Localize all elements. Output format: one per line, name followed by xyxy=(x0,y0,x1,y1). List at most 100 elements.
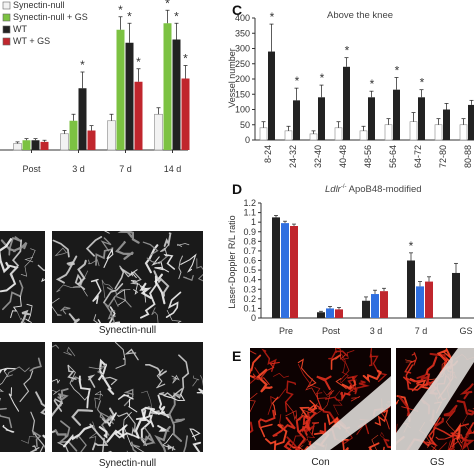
chart-b-star: * xyxy=(127,9,132,23)
chart-c-ytick-label: 350 xyxy=(235,28,250,38)
vessel-stroke xyxy=(71,316,76,323)
vessel-stroke xyxy=(107,309,116,320)
vessel-stroke xyxy=(286,436,300,450)
vessel-stroke xyxy=(272,416,296,438)
angiogram-con xyxy=(250,348,391,450)
chart-c-x-tick: 32-40 xyxy=(313,145,323,168)
chart-d-ytick-label: 0.9 xyxy=(243,227,256,237)
chart-c: Above the knee Vessel number 0 50 100 150 200 2… xyxy=(227,10,474,168)
vessel-stroke xyxy=(117,231,140,244)
chart-d-bar xyxy=(317,312,325,318)
chart-c-bar xyxy=(468,104,474,140)
chart-d-bar xyxy=(362,300,370,318)
chart-c-x-tick: 56-64 xyxy=(388,145,398,168)
vessel-stroke xyxy=(85,236,103,257)
chart-d-ytick-label: 0.5 xyxy=(243,265,256,275)
vessel-stroke xyxy=(52,389,61,395)
vessel-stroke xyxy=(123,411,132,447)
vessel-stroke xyxy=(103,248,114,268)
vessel-stroke xyxy=(139,282,152,299)
vessel-stroke xyxy=(114,267,132,290)
chart-c-bar xyxy=(334,127,343,141)
chart-d-ytick-label: 0.2 xyxy=(243,294,256,304)
vessel-stroke xyxy=(333,390,343,416)
chart-b-bar xyxy=(22,140,31,150)
vessel-stroke xyxy=(153,270,170,297)
chart-c-bar xyxy=(268,51,275,140)
vessel-stroke xyxy=(256,368,273,393)
chart-d-x-tick: GS xyxy=(459,326,472,336)
vessel-stroke xyxy=(189,428,201,441)
vessel-stroke xyxy=(42,434,45,439)
chart-c-bar xyxy=(443,109,450,140)
vessel-stroke xyxy=(196,258,203,282)
vessel-stroke xyxy=(54,429,67,438)
vessel-stroke xyxy=(62,424,94,448)
panel-d-letter: D xyxy=(232,181,243,197)
vessel-stroke xyxy=(52,378,60,384)
chart-c-x-tick: 80-88 xyxy=(463,145,473,168)
chart-c-ytick-label: 0 xyxy=(245,135,250,145)
vessel-stroke xyxy=(94,390,104,409)
vessel-stroke xyxy=(163,253,176,270)
vessel-stroke xyxy=(161,433,174,449)
chart-d-x-tick: Pre xyxy=(279,326,293,336)
vessel-stroke xyxy=(52,344,60,349)
chart-d-ytick-label: 1.2 xyxy=(243,198,256,208)
vessel-stroke xyxy=(19,370,34,403)
chart-c-ytick-label: 250 xyxy=(235,59,250,69)
vessel-stroke xyxy=(328,350,348,360)
chart-c-bar xyxy=(434,124,443,141)
vessel-stroke xyxy=(192,375,200,387)
chart-c-bar xyxy=(384,124,393,141)
chart-c-x-tick: 8-24 xyxy=(263,145,273,163)
chart-c-bar xyxy=(459,124,468,141)
chart-c-bar xyxy=(368,97,375,140)
chart-d-bar xyxy=(335,309,343,318)
vessel-stroke xyxy=(341,376,357,390)
vessel-stroke xyxy=(459,383,474,400)
chart-d-bar xyxy=(326,308,334,318)
legend-label: WT + GS xyxy=(13,36,50,46)
chart-c-x-tick: 72-80 xyxy=(438,145,448,168)
vessel-stroke xyxy=(250,354,262,379)
vessel-stroke xyxy=(29,445,40,452)
chart-b: Synectin-null Synectin-null + GS WT WT + GS… xyxy=(0,0,190,174)
vessel-stroke xyxy=(196,388,203,395)
vessel-stroke xyxy=(90,278,102,305)
vessel-stroke xyxy=(88,259,100,267)
chart-c-bar xyxy=(293,100,300,140)
chart-c-bar xyxy=(318,97,325,140)
vessel-stroke xyxy=(307,399,318,412)
chart-d-bar xyxy=(290,226,298,318)
vessel-stroke xyxy=(93,314,98,323)
chart-c-x-tick: 40-48 xyxy=(338,145,348,168)
vessel-stroke xyxy=(71,409,94,426)
vessel-stroke xyxy=(104,231,110,234)
vessel-stroke xyxy=(396,423,398,435)
vessel-stroke xyxy=(146,254,170,265)
vessel-stroke xyxy=(250,421,254,434)
legend-label: WT xyxy=(13,24,27,34)
vessel-stroke xyxy=(347,380,370,395)
vessel-stroke xyxy=(6,366,30,378)
vessel-stroke xyxy=(133,445,145,452)
chart-b-bar xyxy=(116,29,125,150)
vessel-stroke xyxy=(141,390,153,411)
vessel-stroke xyxy=(20,309,31,323)
chart-d-ytick-label: 0.4 xyxy=(243,275,256,285)
chart-b-bar xyxy=(134,81,143,150)
chart-c-bar xyxy=(418,97,425,140)
chart-c-x-tick: 48-56 xyxy=(363,145,373,168)
chart-b-bar xyxy=(87,130,96,150)
chart-c-ylabel: Vessel number xyxy=(227,48,237,108)
vessel-stroke xyxy=(134,406,156,439)
vessel-stroke xyxy=(371,434,379,450)
vessel-stroke xyxy=(35,391,45,416)
vessel-stroke xyxy=(443,404,458,417)
vessel-stroke xyxy=(380,431,389,441)
micrograph-left-top xyxy=(0,231,45,323)
vessel-stroke xyxy=(163,393,186,402)
vessel-stroke xyxy=(98,426,108,439)
vessel-stroke xyxy=(259,423,273,438)
